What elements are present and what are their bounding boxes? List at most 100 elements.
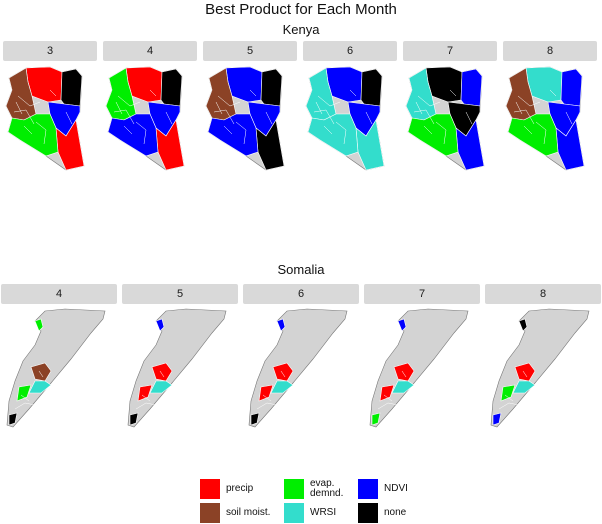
somalia-region-northwest <box>155 318 165 332</box>
district-border <box>20 394 30 402</box>
legend-key-none <box>358 503 378 523</box>
somalia-region-south-a <box>393 362 415 382</box>
somalia-strip-month-5: 5 <box>122 284 238 304</box>
district-border <box>377 402 399 410</box>
legend-key-soil-moist <box>200 503 220 523</box>
somalia-region-tip <box>250 412 260 426</box>
somalia-outline <box>6 308 106 428</box>
somalia-region-northwest <box>276 318 286 332</box>
figure-title: Best Product for Each Month <box>205 1 397 18</box>
somalia-map-month-7 <box>369 308 469 428</box>
district-border <box>223 125 233 135</box>
kenya-region-northeast <box>60 68 83 107</box>
legend-key-precip <box>200 479 220 499</box>
somalia-strip-month-8: 8 <box>485 284 601 304</box>
district-border <box>498 402 520 410</box>
somalia-region-northwest <box>397 318 407 332</box>
district-border <box>415 101 423 115</box>
district-border <box>522 370 528 378</box>
district-border <box>215 101 223 115</box>
district-border <box>349 89 357 97</box>
somalia-region-south-c <box>500 384 516 402</box>
district-border <box>323 125 333 135</box>
kenya-strip-month-7: 7 <box>403 41 497 61</box>
legend-label: NDVI <box>384 483 408 494</box>
legend-label: precip <box>226 483 254 494</box>
district-border <box>49 89 57 97</box>
district-border <box>280 370 286 378</box>
kenya-map-month-6 <box>305 66 385 171</box>
legend-item-precip: precip <box>200 478 253 500</box>
somalia-strip-month-4: 4 <box>1 284 117 304</box>
district-border <box>517 95 541 107</box>
somalia-region-south-a <box>514 362 536 382</box>
district-border <box>265 111 273 125</box>
district-border <box>465 111 473 125</box>
kenya-strip-month-4: 4 <box>103 41 197 61</box>
legend-item-ndvi: NDVI <box>358 478 408 500</box>
district-border <box>249 89 257 97</box>
district-border <box>523 125 533 135</box>
somalia-outline <box>490 308 590 428</box>
somalia-region-south-b <box>270 380 294 394</box>
district-border <box>115 101 123 115</box>
district-border <box>149 89 157 97</box>
somalia-outline <box>248 308 348 428</box>
kenya-strip-month-3: 3 <box>3 41 97 61</box>
district-border <box>135 402 157 410</box>
district-border <box>213 109 235 125</box>
district-border <box>515 101 523 115</box>
legend-key-evap-demnd <box>284 479 304 499</box>
kenya-region-south <box>207 113 259 157</box>
legend-item-soil-moist: soil moist. <box>200 502 270 524</box>
somalia-region-south-c <box>137 384 153 402</box>
somalia-map-month-5 <box>127 308 227 428</box>
district-border <box>513 109 535 125</box>
somalia-region-south-a <box>272 362 294 382</box>
legend-label: evap. demnd. <box>310 478 344 499</box>
legend-item-wrsi: WRSI <box>284 502 336 524</box>
somalia-outline <box>369 308 469 428</box>
district-border <box>317 95 341 107</box>
district-border <box>235 121 247 145</box>
district-border <box>35 121 47 145</box>
somalia-region-south-b <box>28 380 52 394</box>
somalia-region-south-b <box>391 380 415 394</box>
kenya-region-northeast <box>360 68 383 107</box>
district-border <box>65 111 73 125</box>
district-border <box>13 109 35 125</box>
district-border <box>14 402 36 410</box>
legend-label: WRSI <box>310 507 337 518</box>
somalia-region-tip <box>371 412 381 426</box>
kenya-region-south <box>407 113 459 157</box>
somalia-region-northwest <box>34 318 44 332</box>
district-border <box>549 89 557 97</box>
kenya-region-northeast <box>160 68 183 107</box>
district-border <box>217 95 241 107</box>
kenya-strip-month-5: 5 <box>203 41 297 61</box>
somalia-map-month-4 <box>6 308 106 428</box>
district-border <box>535 121 547 145</box>
somalia-strip-month-6: 6 <box>243 284 359 304</box>
somalia-strip-month-7: 7 <box>364 284 480 304</box>
district-border <box>413 109 435 125</box>
district-border <box>449 89 457 97</box>
district-border <box>335 121 347 145</box>
somalia-region-south-c <box>379 384 395 402</box>
district-border <box>135 121 147 145</box>
somalia-region-northwest <box>518 318 528 332</box>
district-border <box>435 121 447 145</box>
district-border <box>117 95 141 107</box>
somalia-outline <box>127 308 227 428</box>
kenya-region-south <box>107 113 159 157</box>
district-border <box>15 101 23 115</box>
district-border <box>23 125 33 135</box>
somalia-region-south-b <box>149 380 173 394</box>
kenya-section-title: Kenya <box>282 22 320 37</box>
district-border <box>504 394 514 402</box>
legend-label: none <box>384 507 407 518</box>
district-border <box>17 95 41 107</box>
somalia-map-month-6 <box>248 308 348 428</box>
kenya-region-northeast <box>560 68 583 107</box>
district-border <box>313 109 335 125</box>
